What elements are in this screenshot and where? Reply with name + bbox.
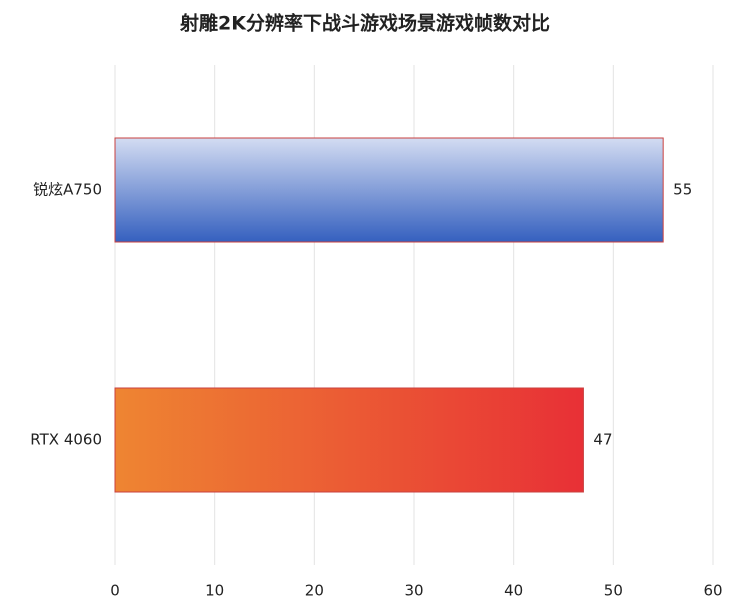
chart-title: 射雕2K分辨率下战斗游戏场景游戏帧数对比 (179, 12, 550, 35)
x-tick-label: 30 (404, 582, 423, 600)
y-tick-label: RTX 4060 (30, 431, 102, 449)
bar (114, 387, 584, 493)
value-label: 55 (673, 181, 692, 199)
value-label: 47 (593, 431, 612, 449)
x-tick-label: 10 (205, 582, 224, 600)
x-tick-label: 60 (703, 582, 722, 600)
bar (114, 137, 664, 243)
x-tick-label: 40 (504, 582, 523, 600)
y-tick-label: 锐炫A750 (33, 181, 102, 199)
x-tick-label: 50 (604, 582, 623, 600)
x-tick-label: 0 (110, 582, 120, 600)
x-tick-label: 20 (305, 582, 324, 600)
